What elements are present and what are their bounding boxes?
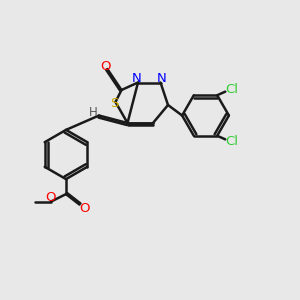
Text: Cl: Cl xyxy=(225,83,238,96)
Text: H: H xyxy=(88,106,98,119)
Text: S: S xyxy=(110,97,118,110)
Text: O: O xyxy=(101,59,111,73)
Text: N: N xyxy=(132,72,141,86)
Text: Cl: Cl xyxy=(225,135,238,148)
Text: O: O xyxy=(45,190,56,204)
Text: N: N xyxy=(157,72,167,86)
Text: O: O xyxy=(79,202,89,215)
